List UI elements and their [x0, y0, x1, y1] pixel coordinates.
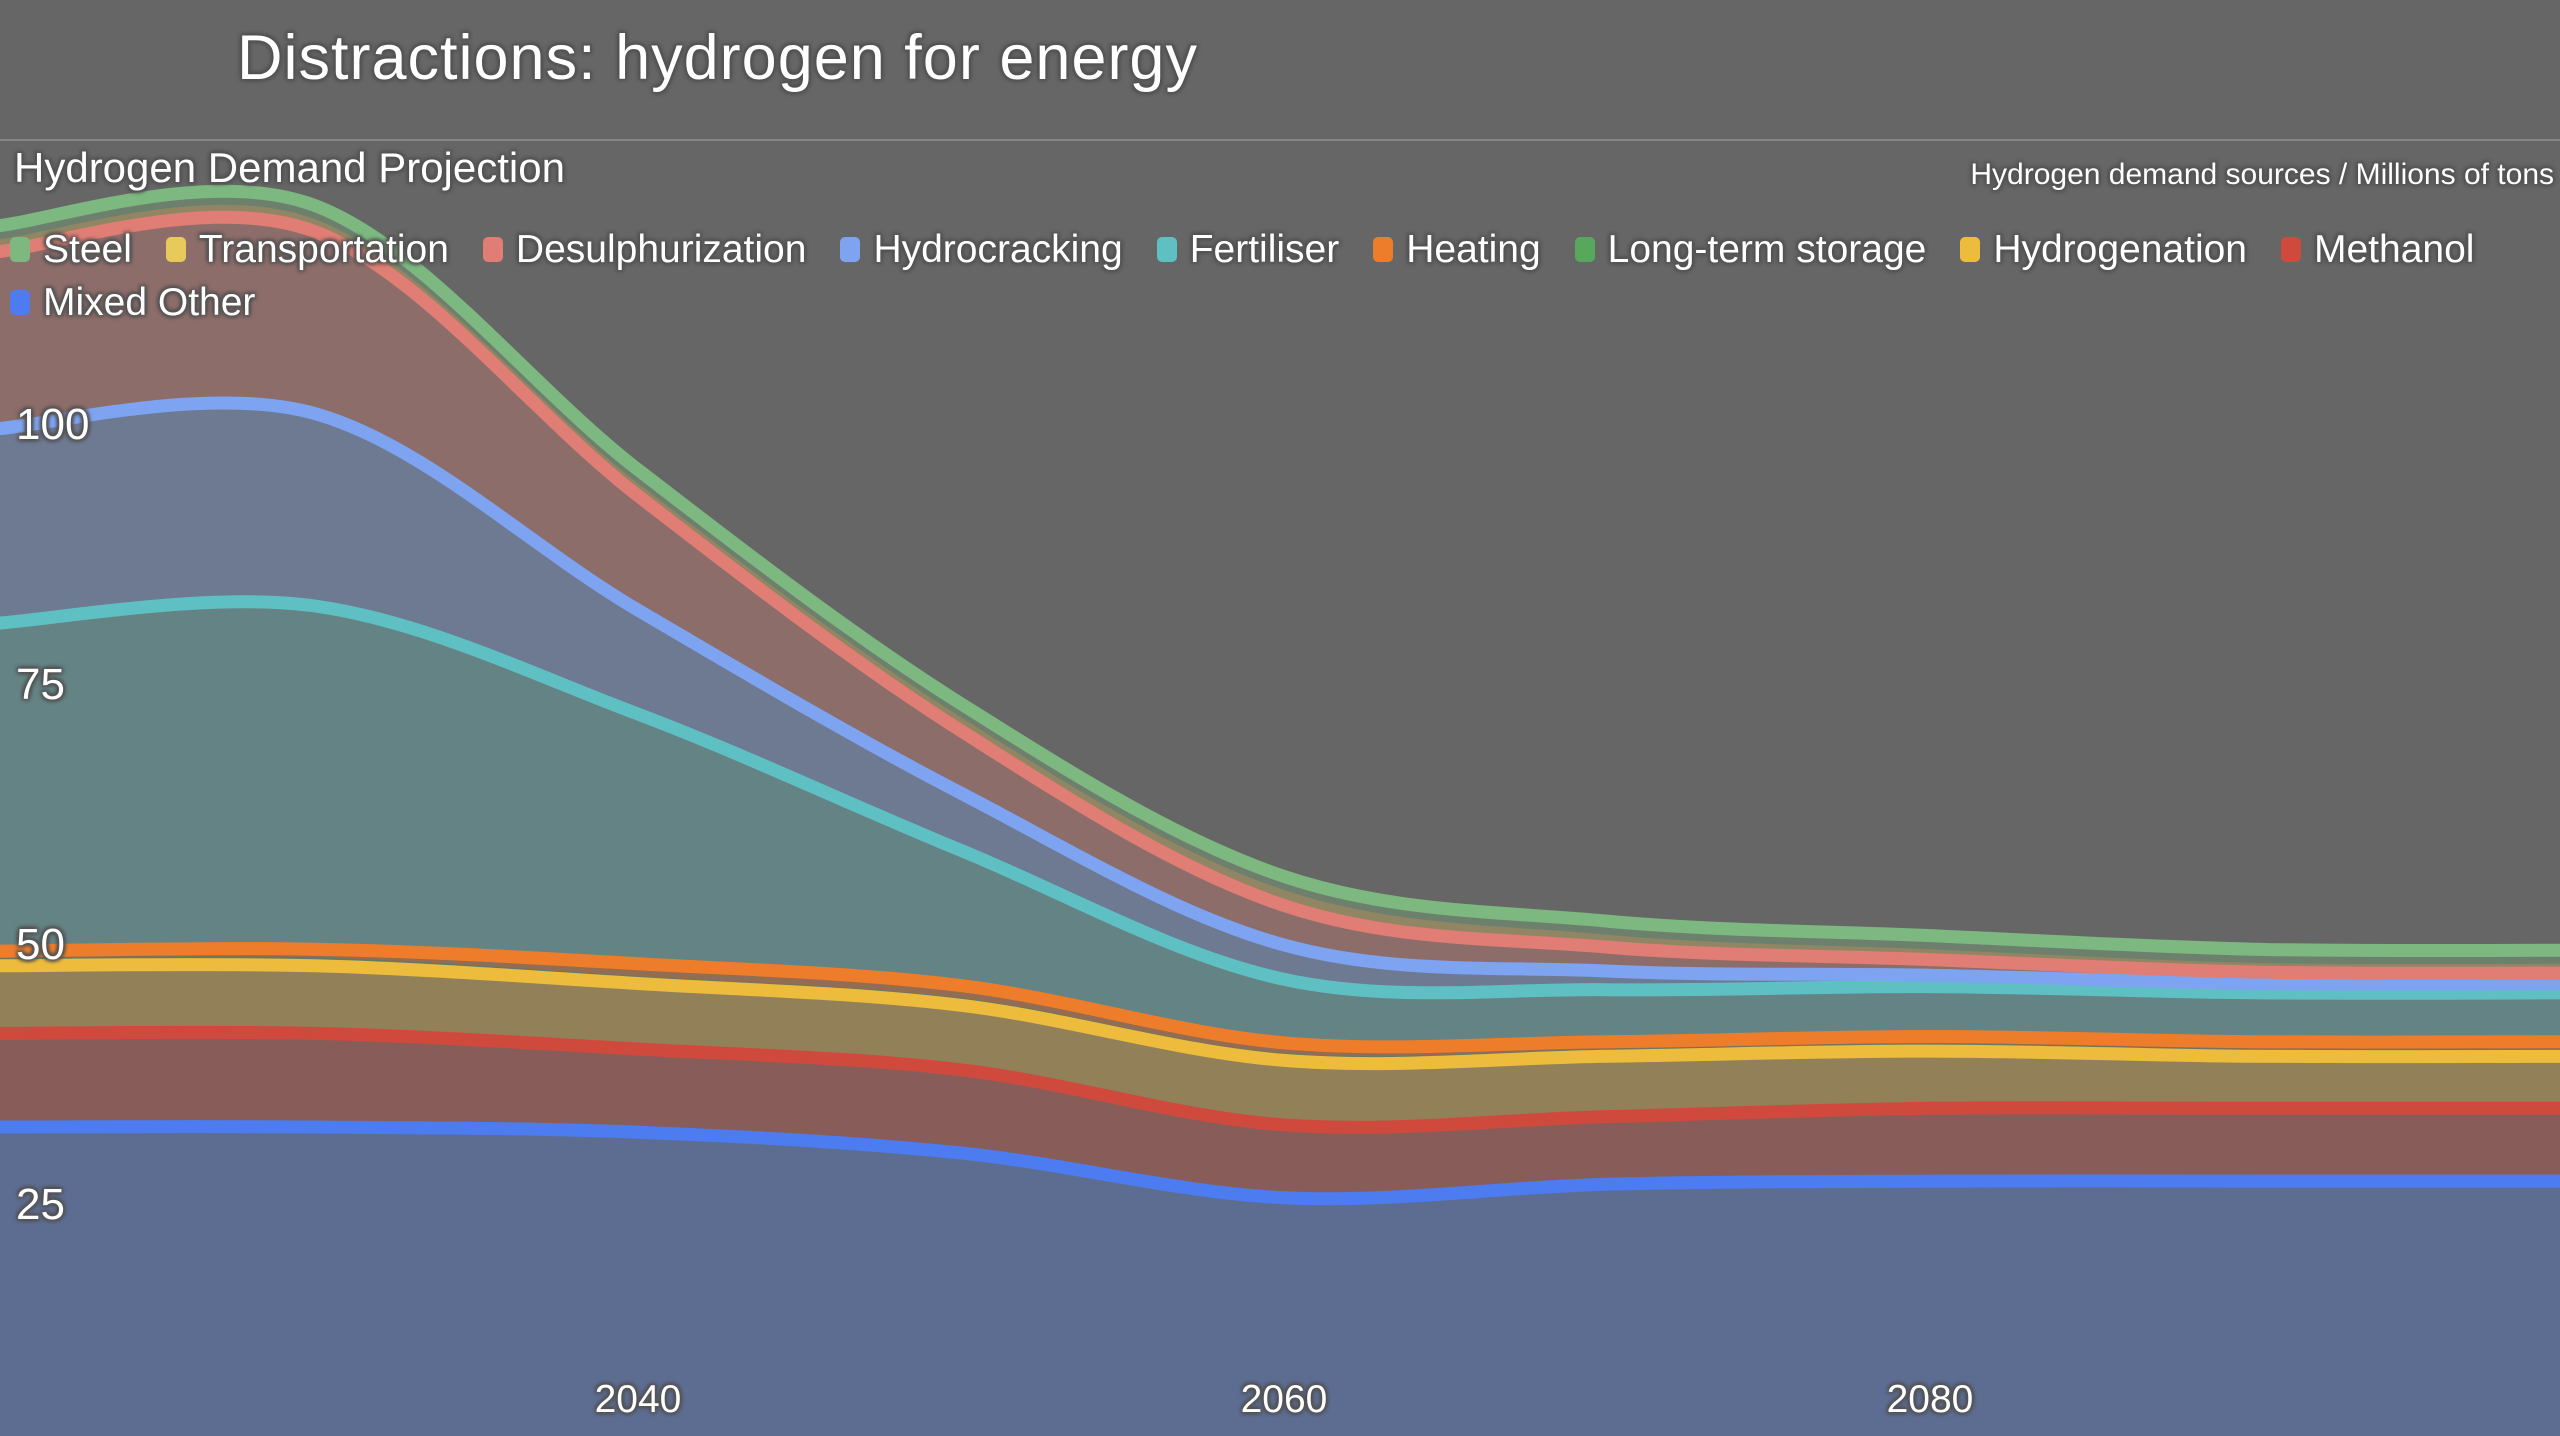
- area-heating[interactable]: [0, 948, 2560, 1057]
- legend-swatch-mixed-other: [10, 290, 30, 315]
- legend-swatch-transportation: [165, 237, 186, 262]
- line-hydrocracking[interactable]: [0, 396, 2560, 991]
- area-methanol[interactable]: [0, 1032, 2560, 1199]
- legend-swatch-hydrogenation: [1960, 237, 1981, 262]
- area-desulphurization[interactable]: [0, 217, 2560, 985]
- legend-item-label: Steel: [43, 228, 132, 271]
- line-hydrogenation[interactable]: [0, 958, 2560, 1071]
- legend-item-label: Transportation: [198, 228, 449, 271]
- y-axis-tick-25: 25: [16, 1180, 65, 1229]
- legend-swatch-methanol: [2281, 237, 2301, 262]
- line-fertiliser[interactable]: [0, 595, 2560, 1000]
- legend-item-label: Mixed Other: [43, 281, 256, 324]
- area-hydrocracking[interactable]: [0, 402, 2560, 994]
- page-title: Distractions: hydrogen for energy: [237, 23, 1198, 93]
- line-steel[interactable]: [0, 184, 2560, 958]
- area-mixed-other[interactable]: [0, 1126, 2560, 1436]
- area-hydrogenation[interactable]: [0, 964, 2560, 1128]
- legend-item-transportation[interactable]: Transportation: [165, 224, 449, 275]
- title-divider: [0, 139, 2560, 141]
- legend-swatch-steel: [10, 237, 30, 262]
- legend-item-hydrogenation[interactable]: Hydrogenation: [1960, 224, 2247, 275]
- legend-item-heating[interactable]: Heating: [1373, 224, 1541, 275]
- legend-item-label: Heating: [1406, 228, 1541, 271]
- x-axis-tick-2060: 2060: [1240, 1378, 1328, 1421]
- legend-item-long-term-storage[interactable]: Long-term storage: [1574, 224, 1927, 275]
- legend-item-label: Fertiliser: [1189, 228, 1340, 271]
- line-mixed-other[interactable]: [0, 1120, 2560, 1206]
- legend-swatch-fertiliser: [1156, 237, 1177, 262]
- line-heating[interactable]: [0, 942, 2560, 1054]
- legend-item-label: Methanol: [2314, 228, 2475, 271]
- legend-item-fertiliser[interactable]: Fertiliser: [1156, 224, 1340, 275]
- legend-item-label: Hydrogenation: [1993, 228, 2247, 271]
- chart-legend: Steel Transportation Desulphurization Hydro…: [10, 224, 2552, 328]
- legend-item-desulphurization[interactable]: Desulphurization: [482, 224, 807, 275]
- x-axis-tick-2080: 2080: [1886, 1378, 1974, 1421]
- legend-swatch-desulphurization: [482, 237, 503, 262]
- chart-title: Hydrogen Demand Projection: [14, 144, 565, 191]
- legend-item-label: Long-term storage: [1607, 228, 1927, 271]
- area-fertiliser[interactable]: [0, 601, 2560, 1047]
- legend-swatch-heating: [1373, 237, 1394, 262]
- legend-item-mixed-other[interactable]: Mixed Other: [10, 277, 255, 328]
- legend-swatch-hydrocracking: [840, 237, 861, 262]
- line-methanol[interactable]: [0, 1025, 2560, 1134]
- legend-item-methanol[interactable]: Methanol: [2281, 224, 2474, 275]
- x-axis-tick-2040: 2040: [594, 1378, 682, 1421]
- y-axis-tick-100: 100: [16, 400, 90, 449]
- y-axis-tick-75: 75: [16, 660, 65, 709]
- legend-item-steel[interactable]: Steel: [10, 224, 132, 275]
- legend-item-label: Desulphurization: [515, 228, 807, 271]
- legend-swatch-long-term-storage: [1574, 237, 1595, 262]
- line-desulphurization[interactable]: [0, 210, 2560, 980]
- chart-units-caption: Hydrogen demand sources / Millions of to…: [1970, 158, 2554, 191]
- y-axis-tick-50: 50: [16, 920, 65, 969]
- legend-item-hydrocracking[interactable]: Hydrocracking: [840, 224, 1123, 275]
- legend-item-label: Hydrocracking: [873, 228, 1123, 271]
